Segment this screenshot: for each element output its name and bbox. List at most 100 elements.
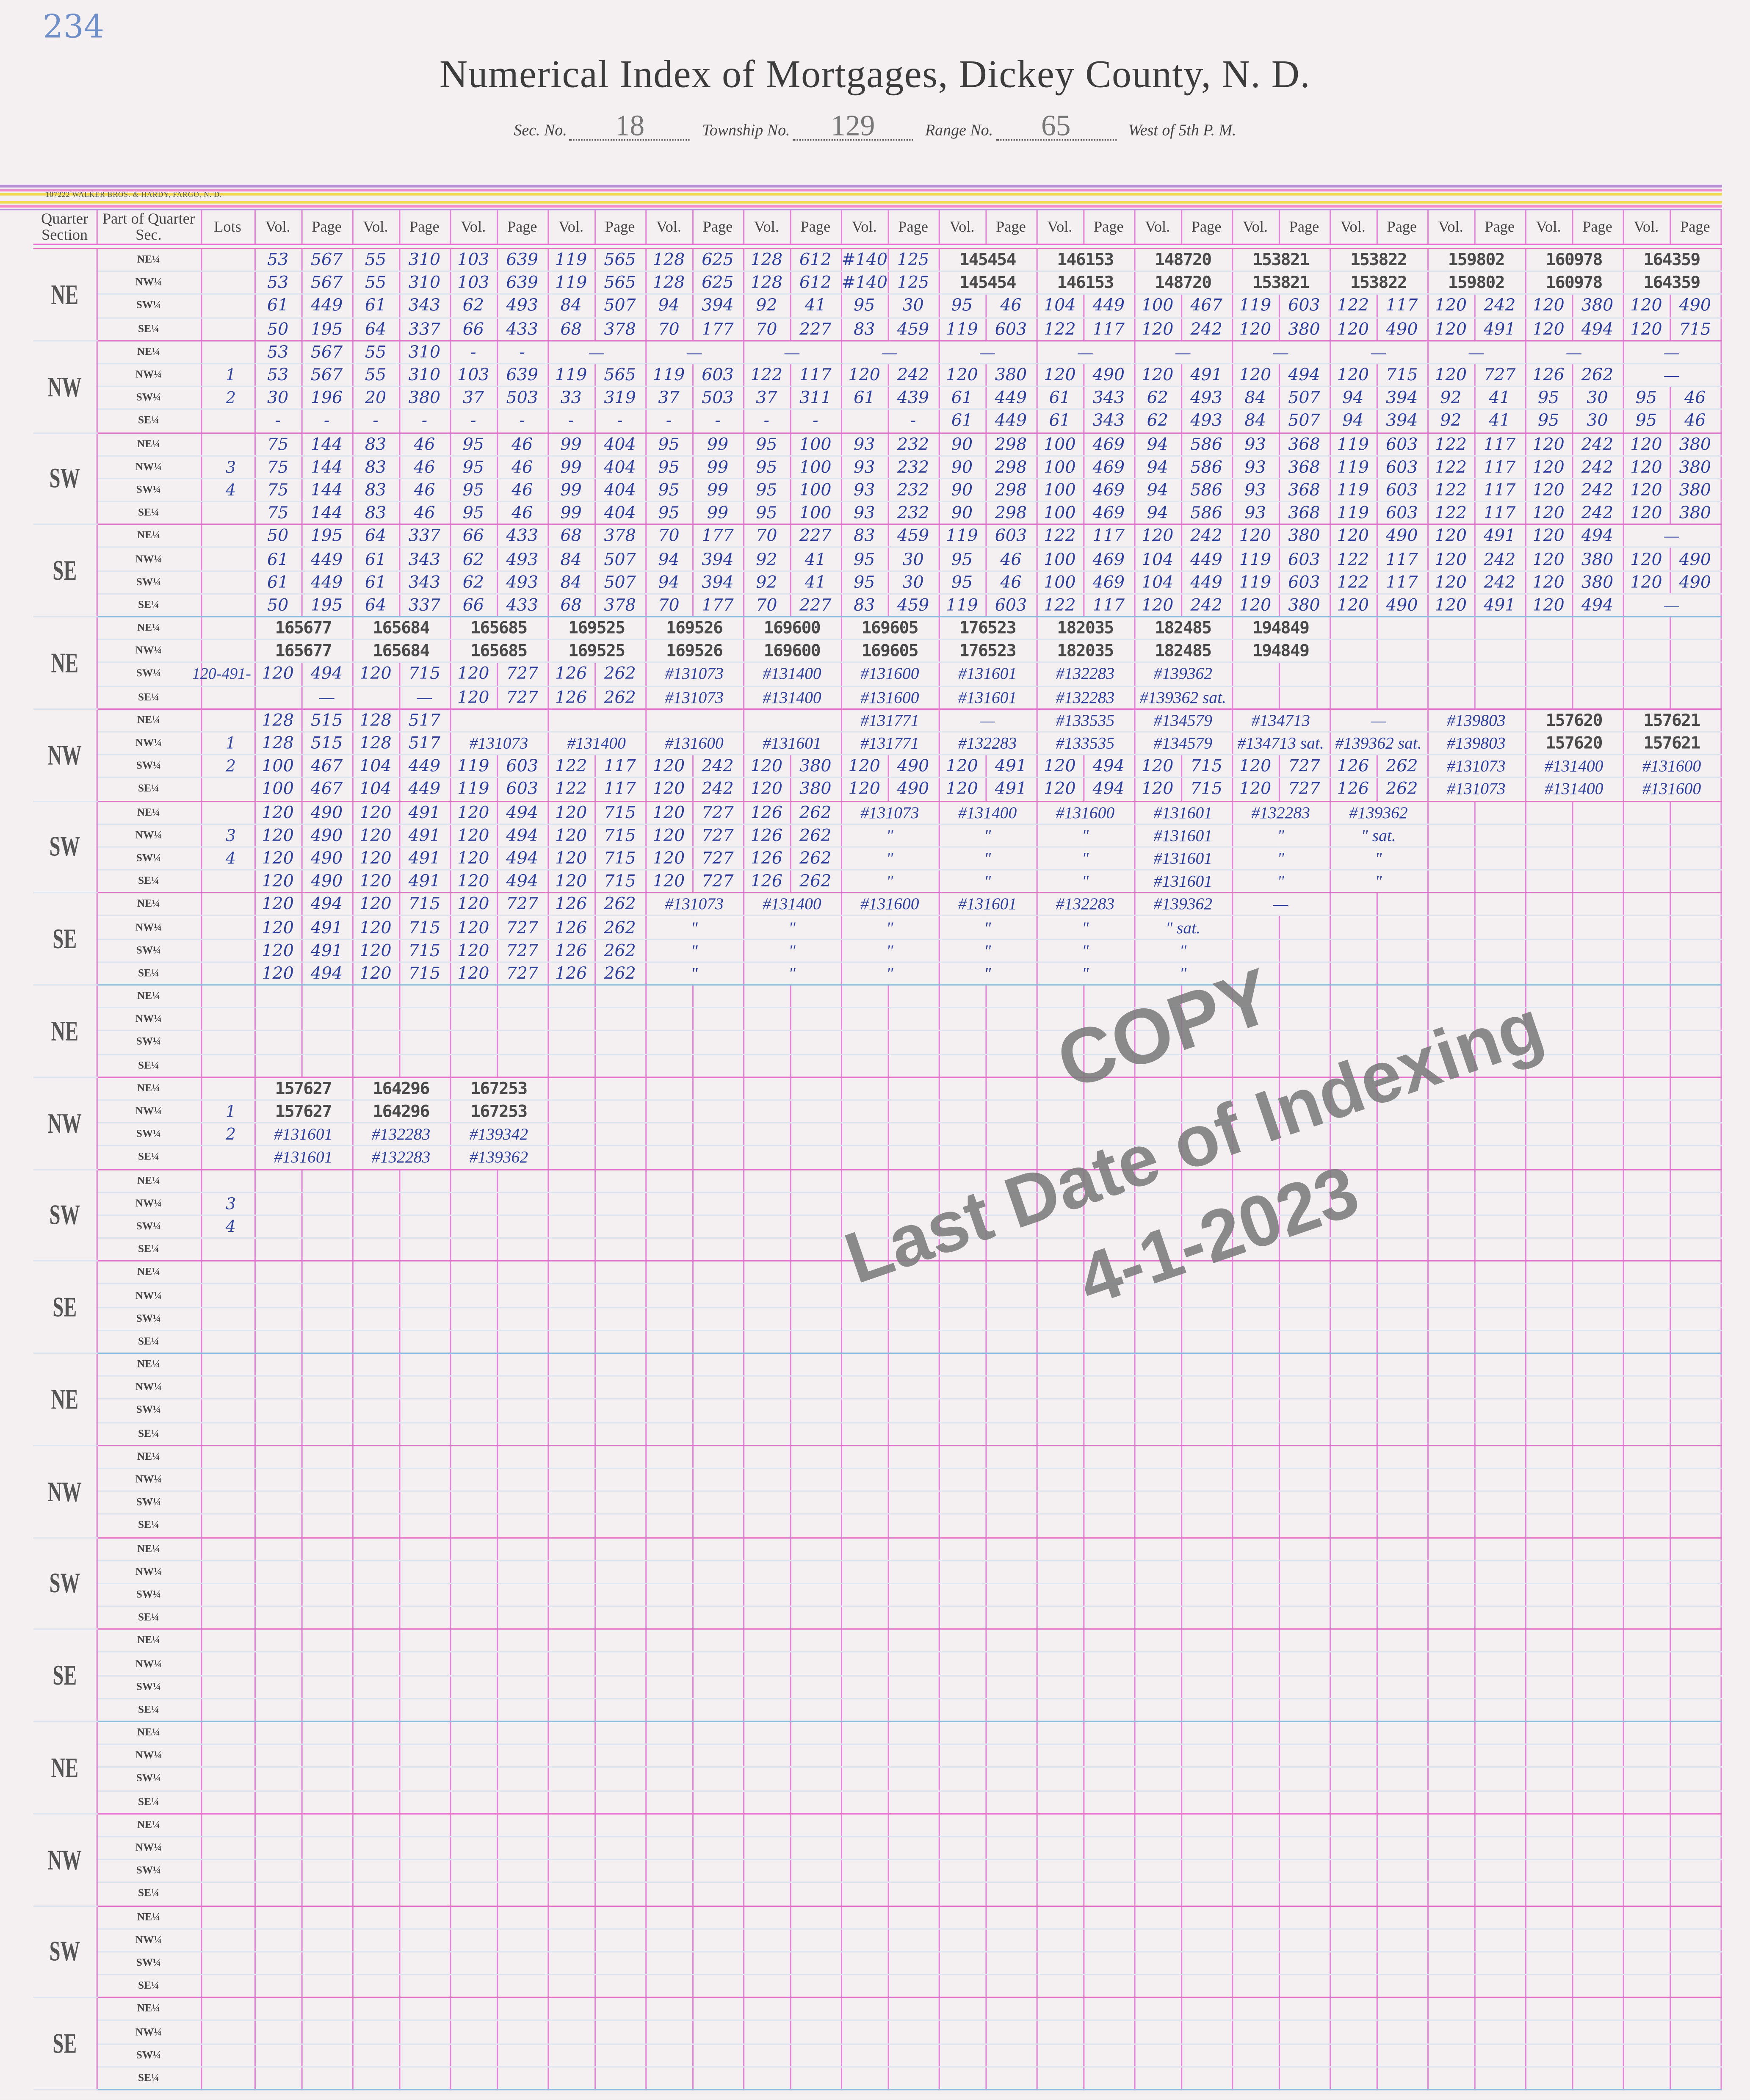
- page-cell: [399, 1445, 451, 1469]
- page-cell: 490: [1376, 317, 1428, 341]
- document-number-cell: —: [840, 340, 940, 364]
- page-cell: 603: [985, 593, 1037, 617]
- header-vol: Vol.: [352, 210, 400, 249]
- vol-cell: [352, 1560, 400, 1584]
- document-number-cell: 165677: [254, 617, 353, 641]
- page-cell: [1572, 801, 1624, 825]
- table-row: SE¼: [33, 1330, 1722, 1354]
- page-cell: [594, 1330, 646, 1354]
- vol-cell: 37: [645, 386, 693, 410]
- lot-number: [201, 1054, 255, 1078]
- page-cell: [1181, 1629, 1233, 1653]
- table-row: NW¼ 1 157627 164296 167253: [33, 1100, 1722, 1124]
- document-number-cell: ": [840, 870, 940, 894]
- vol-cell: [1525, 1468, 1573, 1492]
- page-cell: [790, 1974, 842, 1998]
- vol-cell: [1134, 1928, 1182, 1953]
- vol-cell: [938, 1422, 986, 1446]
- page-cell: [497, 1836, 548, 1860]
- vol-cell: 61: [254, 294, 302, 318]
- page-cell: [1181, 1146, 1233, 1170]
- vol-cell: [1623, 1169, 1670, 1193]
- document-number-cell: #133535: [1036, 708, 1135, 733]
- document-number-cell: #133535: [1036, 731, 1135, 755]
- page-cell: [1376, 1928, 1428, 1953]
- vol-cell: 128: [645, 246, 693, 272]
- vol-cell: [1134, 2043, 1182, 2067]
- vol-cell: [547, 2020, 595, 2045]
- page-cell: [399, 1974, 451, 1998]
- table-row: NW¼ 120 491 120 715 120 727 126 262 " " " " " " sat.: [33, 916, 1722, 940]
- vol-cell: 119: [450, 755, 498, 779]
- vol-cell: [1330, 1491, 1377, 1515]
- page-cell: [692, 1146, 744, 1170]
- page-cell: [301, 1537, 353, 1561]
- page-cell: 491: [399, 847, 451, 871]
- vol-cell: [840, 1491, 889, 1515]
- vol-cell: [1134, 1514, 1182, 1538]
- page-cell: [1474, 1974, 1526, 1998]
- part-of-quarter-label: SE¼: [96, 777, 202, 802]
- table-row: SW¼: [33, 1859, 1722, 1884]
- table-row: SW¼ 2 #131601 #132283 #139342: [33, 1123, 1722, 1147]
- page-cell: 380: [1572, 548, 1624, 572]
- page-cell: [1670, 1606, 1722, 1630]
- page-cell: 565: [594, 246, 646, 272]
- vol-cell: [1330, 916, 1377, 940]
- table-row: NW¼: [33, 1560, 1722, 1584]
- page-cell: 100: [790, 501, 842, 526]
- page-cell: [1572, 1974, 1624, 1998]
- document-number-cell: #132283: [938, 731, 1037, 755]
- vol-cell: [1330, 639, 1377, 664]
- page-cell: [1083, 1813, 1135, 1837]
- page-cell: [1670, 870, 1722, 894]
- vol-cell: [1623, 1422, 1670, 1446]
- part-of-quarter-label: NE¼: [96, 1077, 202, 1101]
- vol-cell: [1036, 1054, 1084, 1078]
- vol-cell: 120: [352, 962, 400, 986]
- vol-cell: [743, 1376, 791, 1400]
- document-number-cell: 160978: [1525, 271, 1624, 295]
- vol-cell: [1036, 1836, 1084, 1860]
- vol-cell: [1330, 1238, 1377, 1262]
- page-cell: [1278, 1721, 1330, 1745]
- table-row: SW¼: [33, 1767, 1722, 1791]
- table-row: NW¼: [33, 1836, 1722, 1860]
- vol-cell: [547, 1882, 595, 1906]
- vol-cell: [450, 2020, 498, 2045]
- page-cell: [1670, 2067, 1722, 2091]
- vol-cell: [1427, 1974, 1475, 1998]
- page-cell: [1474, 1813, 1526, 1837]
- vol-cell: 95: [1623, 386, 1670, 410]
- document-number-cell: " sat.: [1330, 824, 1428, 848]
- lot-number: [201, 1882, 255, 1906]
- vol-cell: 120: [1525, 524, 1573, 548]
- page-cell: 30: [887, 294, 940, 318]
- vol-cell: [1232, 1652, 1280, 1676]
- page-cell: [1474, 801, 1526, 825]
- vol-cell: [547, 1261, 595, 1285]
- page-cell: [1278, 1583, 1330, 1607]
- page-cell: [1572, 1169, 1624, 1193]
- vol-cell: 61: [352, 570, 400, 595]
- page-cell: 337: [399, 317, 451, 341]
- vol-cell: [1036, 1721, 1084, 1745]
- vol-cell: [645, 1123, 693, 1147]
- vol-cell: [1134, 1675, 1182, 1699]
- vol-cell: [1525, 985, 1573, 1009]
- page-cell: [887, 1422, 940, 1446]
- page-cell: [1376, 1560, 1428, 1584]
- page-cell: [1670, 1284, 1722, 1308]
- vol-cell: [840, 985, 889, 1009]
- vol-cell: [547, 1077, 595, 1101]
- page-cell: [1181, 1123, 1233, 1147]
- vol-cell: [743, 1146, 791, 1170]
- page-cell: [1474, 686, 1526, 710]
- vol-cell: [840, 1353, 889, 1377]
- document-number-cell: 182035: [1036, 639, 1135, 664]
- page-cell: [1278, 2067, 1330, 2091]
- page-cell: [1670, 1445, 1722, 1469]
- page-cell: [399, 1399, 451, 1423]
- page-cell: [985, 1606, 1037, 1630]
- vol-cell: [1232, 985, 1280, 1009]
